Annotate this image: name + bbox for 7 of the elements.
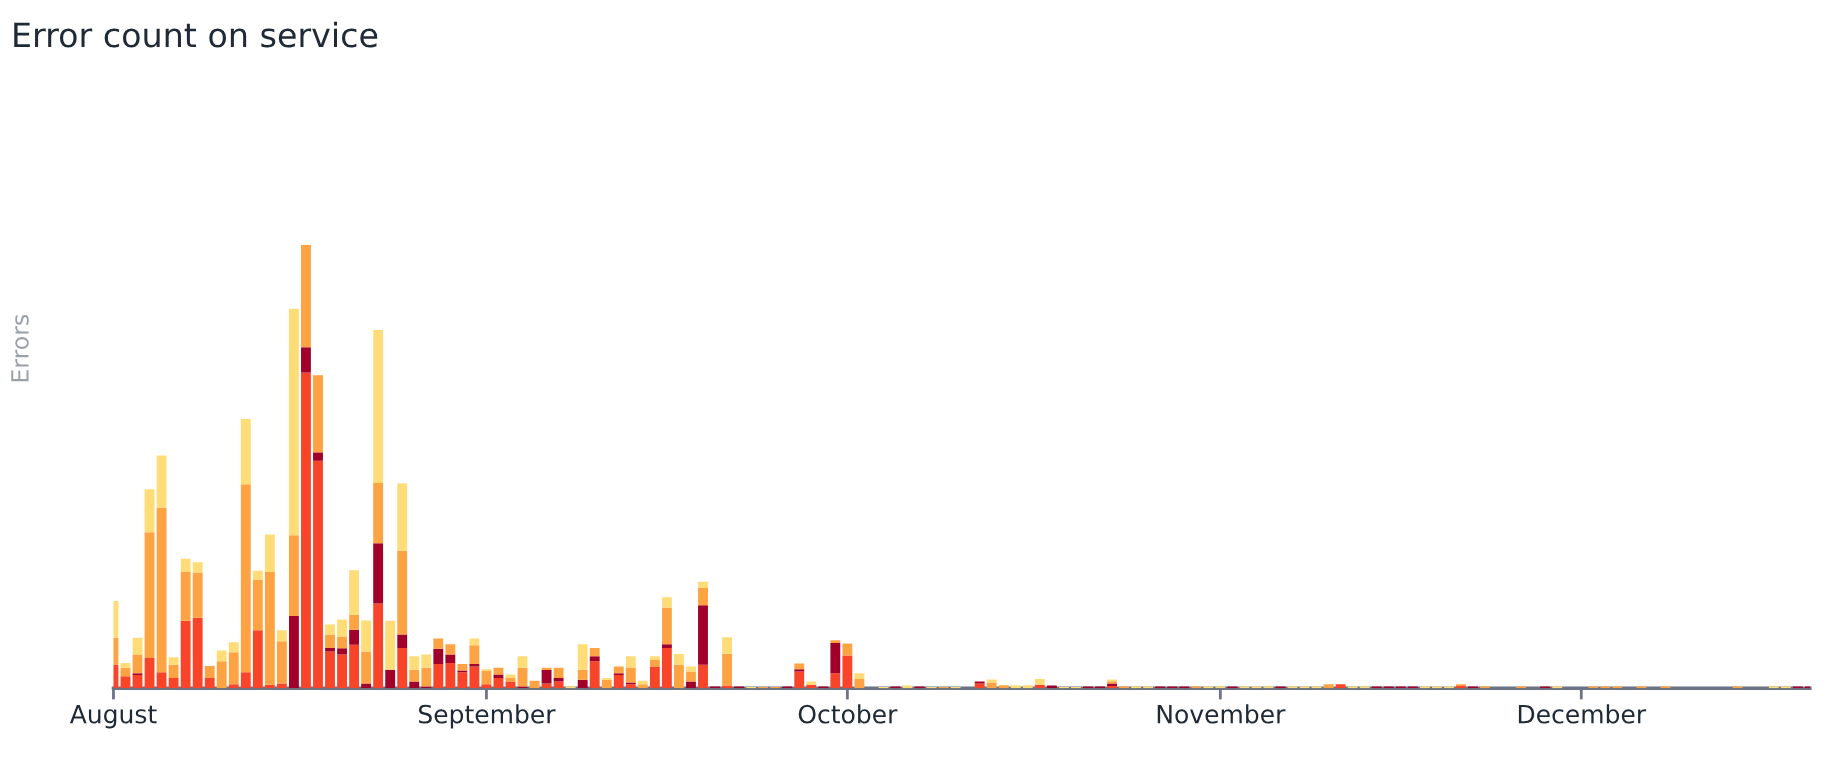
x-tick-label: October: [798, 704, 898, 724]
chart-title: Error count on service: [14, 21, 378, 48]
x-tick-label: November: [1157, 704, 1286, 724]
x-tick-label: December: [1518, 704, 1647, 724]
y-axis-title: Errors: [11, 314, 29, 382]
x-tick-label: September: [418, 704, 556, 729]
x-tick-label: August: [69, 705, 157, 729]
